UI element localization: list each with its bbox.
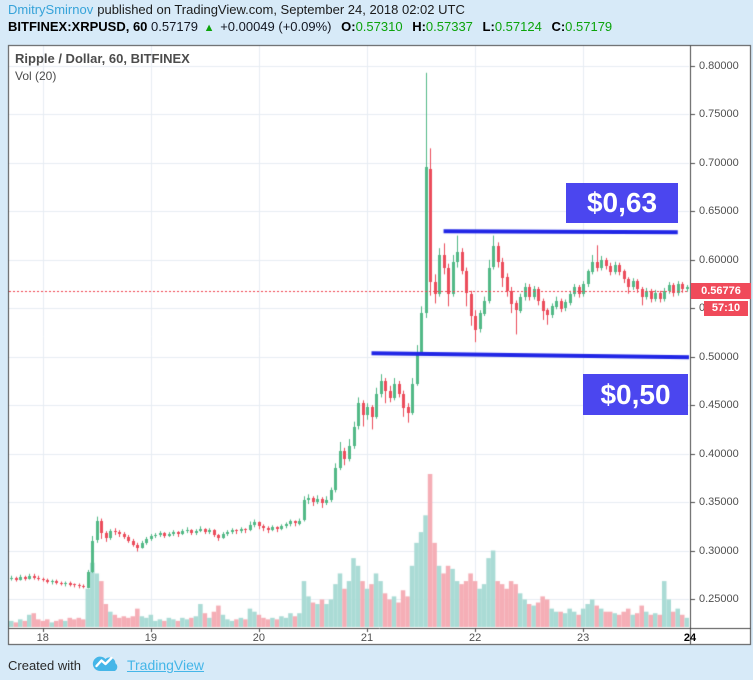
bar-countdown-label: 57:10: [704, 301, 748, 316]
last-price: 0.57179: [151, 19, 199, 34]
low-label: L:: [482, 19, 495, 34]
support-price-annotation[interactable]: $0,50: [583, 374, 688, 415]
price-tick-label: 0.40000: [699, 447, 739, 460]
price-tick-label: 0.75000: [699, 108, 739, 121]
price-tick-label: 0.65000: [699, 205, 739, 218]
time-tick-label: 18: [36, 632, 49, 644]
time-tick-label: 20: [252, 632, 266, 644]
current-price-label: 0.56776: [691, 283, 751, 300]
snapshot-header: DmitrySmirnov published on TradingView.co…: [8, 2, 612, 36]
tradingview-logo-icon: [91, 653, 121, 677]
price-tick-label: 0.60000: [699, 253, 739, 266]
price-tick-label: 0.80000: [699, 60, 739, 72]
volume-legend: Vol (20): [15, 69, 57, 83]
time-tick-label: 19: [144, 632, 157, 644]
up-arrow-icon: ▲: [203, 22, 215, 34]
price-tick-label: 0.35000: [699, 496, 739, 509]
pane-title: Ripple / Dollar, 60, BITFINEX Vol (20): [15, 51, 190, 84]
open-label: O:: [341, 19, 356, 34]
price-tick-label: 0.50000: [699, 350, 739, 363]
time-tick-label: 23: [577, 632, 590, 644]
low-value: 0.57124: [494, 19, 542, 34]
high-label: H:: [412, 19, 426, 34]
author-link[interactable]: DmitrySmirnov: [8, 2, 94, 17]
publish-line: DmitrySmirnov published on TradingView.co…: [8, 2, 612, 18]
time-tick-label: 21: [360, 632, 374, 644]
resistance-price-annotation[interactable]: $0,63: [566, 183, 678, 223]
footer: Created with TradingView: [8, 653, 204, 677]
price-tick-label: 0.70000: [699, 156, 739, 169]
publish-info: published on TradingView.com, September …: [97, 2, 465, 17]
time-tick-label: 24: [683, 632, 697, 644]
close-value: 0.57179: [565, 19, 613, 34]
symbol-label: BITFINEX:XRPUSD, 60: [8, 19, 148, 34]
price-tick-label: 0.45000: [699, 399, 739, 412]
created-with-label: Created with: [8, 657, 81, 673]
close-label: C:: [551, 19, 566, 34]
price-tick-label: 0.25000: [699, 593, 739, 605]
tradingview-brand-link[interactable]: TradingView: [126, 657, 205, 673]
chart-title: Ripple / Dollar, 60, BITFINEX: [15, 51, 190, 66]
open-value: 0.57310: [355, 19, 403, 34]
ticker-line: BITFINEX:XRPUSD, 60 0.57179 ▲ +0.00049 (…: [8, 19, 612, 36]
price-change: +0.00049 (+0.09%): [220, 19, 332, 34]
high-value: 0.57337: [425, 19, 473, 34]
price-tick-label: 0.30000: [699, 544, 739, 557]
time-tick-label: 22: [468, 632, 482, 644]
